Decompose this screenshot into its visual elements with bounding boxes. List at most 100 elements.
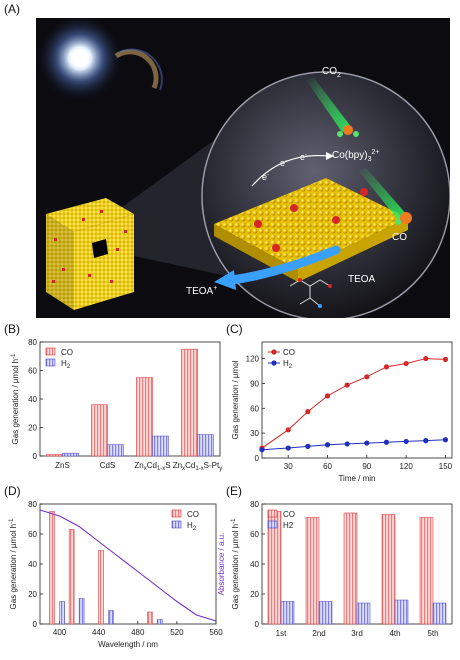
legend-swatch-co [267, 509, 278, 518]
co2-beam [306, 78, 352, 132]
legend-swatch-co [171, 509, 182, 518]
legend-swatch-h2 [171, 520, 182, 529]
bar-h2-0 [62, 452, 79, 457]
bar-h2-3 [197, 434, 214, 457]
x-tick-label: ZnxCd1-xS [134, 461, 170, 472]
point-co-4 [344, 382, 350, 388]
bar-h2-450 [108, 610, 114, 625]
chart-b: 0 20 40 60 80 Gas generation / µmol h-1 ZnS CdS… [11, 338, 222, 472]
bar-h2-1 [318, 601, 333, 625]
x-tick-label: 4th [389, 629, 400, 638]
bar-co-0 [267, 511, 282, 625]
x-tick-label: 440 [92, 628, 106, 637]
legend-marker [271, 360, 277, 366]
point-h2-0 [259, 447, 265, 453]
panel-label-d: (D) [4, 484, 21, 498]
point-h2-7 [403, 438, 409, 445]
x-tick-label: 2nd [312, 629, 325, 638]
bar-co-420 [68, 529, 75, 625]
electron-label-1: e- [262, 172, 269, 182]
y-axis-label: Gas generation / µmol h-1 [231, 518, 240, 610]
panel-label-a: (A) [4, 2, 20, 16]
legend-label: CO [283, 348, 295, 357]
legend-label: CO [61, 348, 73, 357]
point-h2-5 [364, 440, 370, 446]
schematic-svg: CO2 Co(bpy)32+ CO e- e- e- TEOA+ TEOA [36, 14, 451, 321]
series-line-h2 [261, 439, 446, 451]
bar-co-4 [419, 517, 434, 625]
cobpy-label: Co(bpy)32+ [332, 149, 379, 163]
legend-label: H2 [61, 359, 71, 370]
y-tick-label: 40 [28, 560, 37, 569]
x-axis-label: Wavelength / nm [98, 640, 158, 649]
point-h2-2 [305, 443, 311, 449]
bar-h2-420 [78, 598, 85, 625]
point-h2-3 [324, 442, 331, 448]
bar-h2-500 [157, 619, 163, 625]
chart-d: 0 20 40 60 80 400 440 480 520 560 Wavelength / nm G… [9, 500, 226, 649]
point-h2-6 [383, 439, 390, 445]
legend-label: H2 [283, 521, 294, 530]
x-tick-label: 60 [323, 462, 332, 471]
y-tick-label: 20 [250, 590, 259, 599]
teoa-label: TEOA [348, 274, 376, 285]
x-axis-label: Time / min [338, 474, 375, 483]
point-h2-4 [344, 441, 350, 447]
x-tick-label: 3rd [351, 629, 363, 638]
bar-co-0 [46, 454, 63, 457]
y-tick-label: 40 [250, 560, 259, 569]
teoa-molecule [289, 278, 332, 308]
y-axis-label: Gas generation / µmol h-1 [9, 518, 18, 610]
absorbance-curve [39, 509, 217, 622]
y-tick-label: 60 [250, 404, 259, 413]
lens-flare [114, 49, 159, 89]
schematic-illustration: CO2 Co(bpy)32+ CO e- e- e- TEOA+ TEOA [36, 14, 451, 321]
point-co-6 [383, 364, 390, 370]
point-h2-1 [285, 445, 291, 451]
point-co-9 [442, 356, 449, 362]
x-tick-label: 90 [362, 462, 371, 471]
x-tick-label: 1st [276, 629, 287, 638]
y-tick-label: 0 [255, 620, 260, 629]
co2-label: CO2 [322, 66, 341, 79]
y-tick-label: 80 [28, 338, 37, 347]
x-tick-label: 120 [399, 462, 413, 471]
legend-label: H2 [187, 521, 197, 532]
x-tick-label: 5th [427, 629, 438, 638]
y-tick-label: 80 [250, 500, 259, 509]
bar-h2-4 [432, 602, 447, 625]
teoa-arrow [227, 245, 341, 285]
y-tick-label: 80 [28, 500, 37, 509]
x-tick-label: 560 [209, 628, 223, 637]
y2-axis-label: Absorbance / a.u. [217, 533, 226, 596]
point-co-5 [364, 374, 370, 380]
bar-h2-3 [394, 599, 409, 625]
x-tick-label: ZnxCd1-xS-Pty [173, 461, 222, 472]
y-tick-label: 60 [28, 367, 37, 376]
x-tick-label: CdS [100, 461, 116, 470]
point-co-3 [324, 393, 331, 399]
bar-co-3 [381, 514, 396, 625]
co-molecule [400, 212, 412, 224]
x-tick-label: ZnS [55, 461, 70, 470]
legend-swatch-h2 [45, 358, 56, 367]
y-tick-label: 20 [28, 590, 37, 599]
co2-molecule [343, 125, 353, 135]
y-tick-label: 0 [33, 452, 38, 461]
electron-label-3: e- [300, 152, 307, 162]
bar-co-1 [91, 404, 108, 457]
point-co-2 [305, 409, 311, 415]
y-tick-label: 60 [250, 530, 259, 539]
legend-marker [271, 349, 277, 355]
legend-label: H2 [283, 359, 293, 370]
teoa-plus-label: TEOA+ [186, 285, 217, 297]
legend-swatch-co [45, 347, 56, 356]
legend-label: CO [187, 510, 199, 519]
co-label: CO [392, 232, 407, 243]
bar-co-1 [305, 517, 320, 625]
panel-label-e: (E) [226, 484, 242, 498]
y-tick-label: 20 [28, 424, 37, 433]
plot-frame [261, 341, 453, 459]
bar-h2-0 [280, 601, 295, 625]
bar-h2-400 [59, 601, 65, 625]
